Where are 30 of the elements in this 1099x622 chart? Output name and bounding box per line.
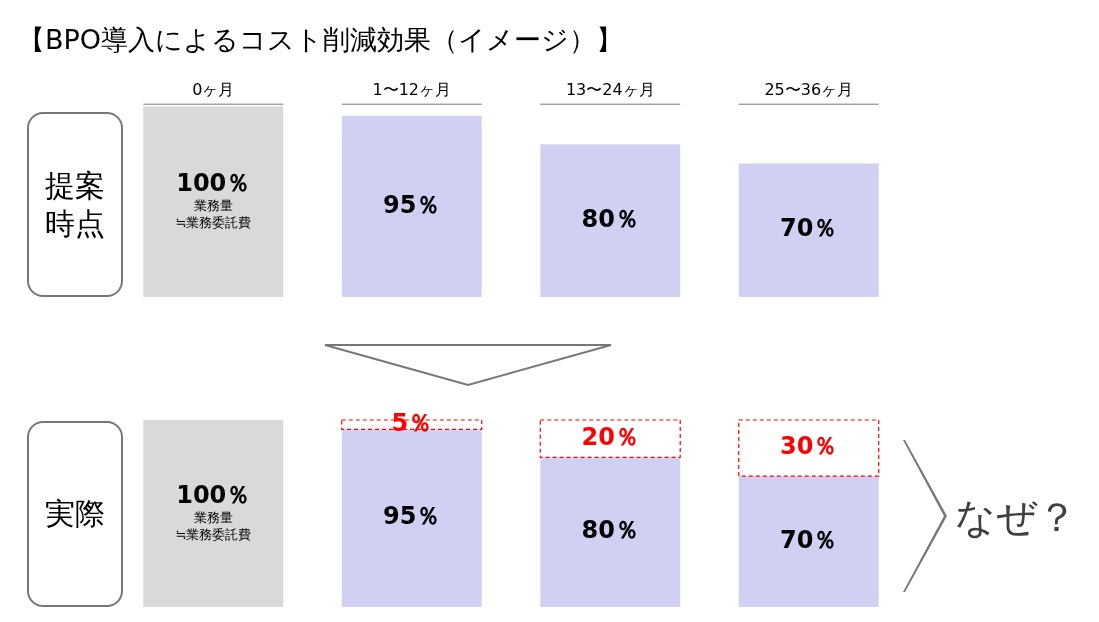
bar xyxy=(738,163,879,297)
annotation: 業務量 xyxy=(193,509,233,525)
data-label: 95％ xyxy=(383,502,441,531)
bar xyxy=(539,419,681,458)
bar xyxy=(341,115,482,297)
data-label: 100％ xyxy=(176,168,251,197)
data-label: 80％ xyxy=(581,516,639,545)
x-tick-label: 25〜36ヶ月 xyxy=(764,79,854,99)
bar xyxy=(738,476,879,607)
annotation: 業務量 xyxy=(193,197,233,213)
bar xyxy=(143,106,284,297)
annotation: ≒業務委託費 xyxy=(175,526,252,542)
data-label: 80％ xyxy=(581,204,639,233)
bar xyxy=(143,420,284,607)
bar xyxy=(738,419,880,477)
x-tick-label: 1〜12ヶ月 xyxy=(372,79,452,99)
data-label: 70％ xyxy=(780,525,838,554)
data-label: 95％ xyxy=(383,190,441,219)
data-label: 30％ xyxy=(780,432,838,461)
data-label: 70％ xyxy=(780,214,838,243)
data-label: 5％ xyxy=(391,408,433,437)
x-tick-label: 13〜24ヶ月 xyxy=(565,79,655,99)
chart-title: 【BPO導入によるコスト削減効果（イメージ）】 xyxy=(18,23,624,57)
data-label: 20％ xyxy=(581,422,639,451)
data-label: 100％ xyxy=(176,480,251,509)
x-tick-label: 0ヶ月 xyxy=(192,79,235,99)
bar xyxy=(540,144,681,297)
annotation: ≒業務委託費 xyxy=(175,214,252,230)
bar xyxy=(540,457,681,607)
text: なぜ？ xyxy=(955,493,1077,542)
